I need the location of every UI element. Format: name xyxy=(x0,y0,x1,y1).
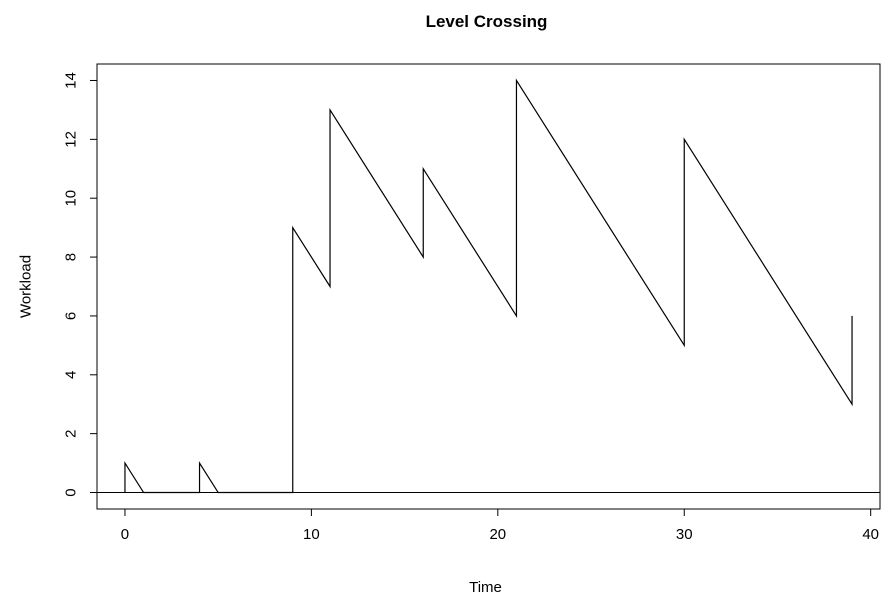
y-axis-label: Workload xyxy=(18,255,35,318)
y-tick-label: 10 xyxy=(63,190,80,207)
y-axis: 0 2 4 6 8 10 12 14 xyxy=(63,72,98,497)
x-tick-label: 10 xyxy=(303,526,320,543)
x-tick-label: 20 xyxy=(489,526,506,543)
x-tick-label: 40 xyxy=(862,526,879,543)
x-axis-label: Time xyxy=(469,579,502,596)
y-tick-label: 14 xyxy=(63,72,80,89)
y-tick-label: 8 xyxy=(63,253,80,261)
plot-frame xyxy=(96,63,881,510)
x-tick-label: 0 xyxy=(121,526,129,543)
x-tick-label: 30 xyxy=(676,526,693,543)
y-tick-label: 6 xyxy=(63,312,80,320)
workload-series-line xyxy=(124,78,853,494)
y-tick-label: 2 xyxy=(63,429,80,437)
x-axis: 0 10 20 30 40 xyxy=(121,508,879,543)
chart-title: Level Crossing xyxy=(426,12,548,31)
y-tick-label: 12 xyxy=(63,131,80,148)
y-tick-label: 4 xyxy=(63,371,80,379)
y-tick-label: 0 xyxy=(63,488,80,496)
